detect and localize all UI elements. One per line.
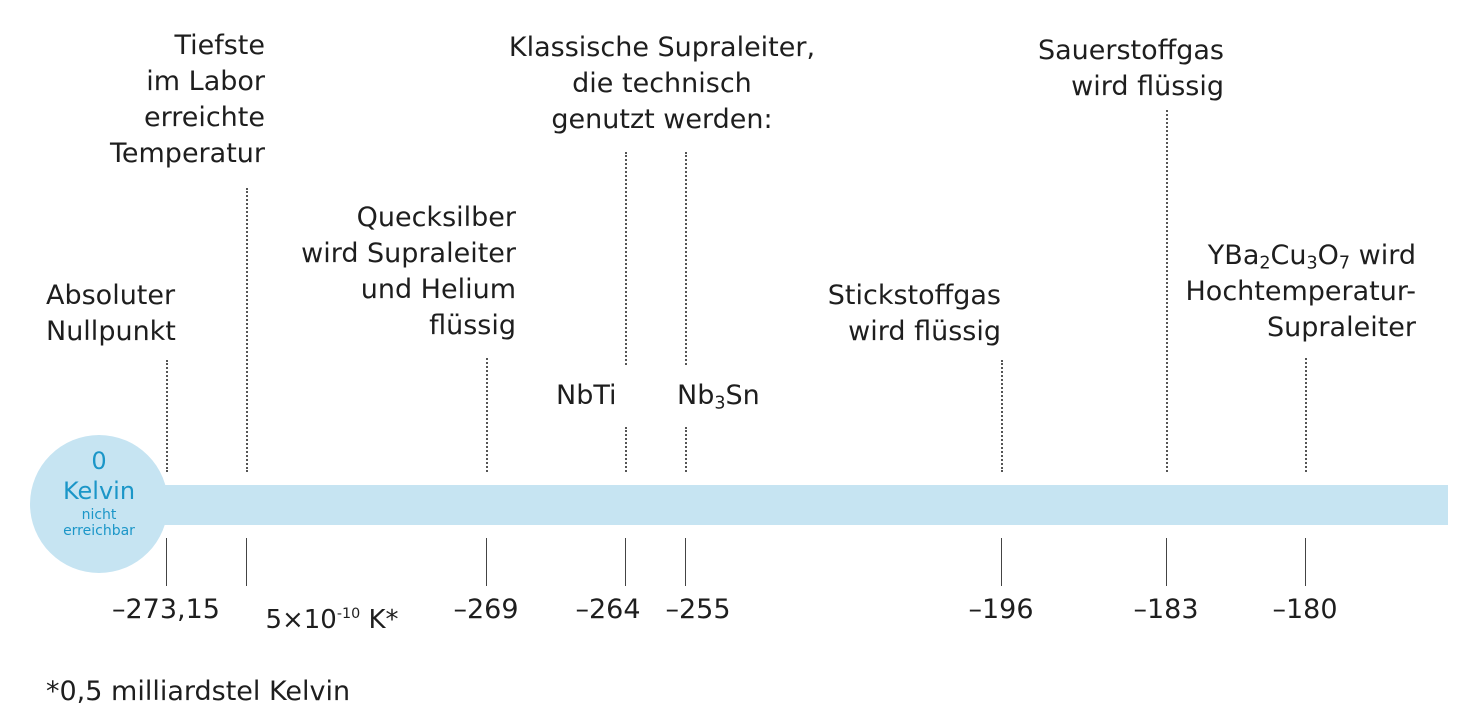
- dotline-nb3sn-bottom: [685, 427, 687, 472]
- dotline-lowest-lab: [246, 188, 248, 472]
- circle-not-line2: erreichbar: [63, 523, 135, 539]
- temperature-bar: [150, 485, 1448, 525]
- value-nitrogen: –196: [968, 594, 1034, 625]
- tick-ybco: [1305, 538, 1306, 586]
- value-nbti: –264: [575, 594, 641, 625]
- dotline-nbti-bottom: [625, 427, 627, 472]
- dotline-nbti-top: [625, 152, 627, 365]
- label-classic-superconductors: Klassische Supraleiter, die technisch ge…: [508, 32, 816, 135]
- tick-nitrogen: [1001, 538, 1002, 586]
- circle-zero: 0: [91, 447, 107, 475]
- dotline-nb3sn-top: [685, 152, 687, 365]
- label-nbti: NbTi: [556, 380, 617, 411]
- label-nitrogen: Stickstoffgas wird flüssig: [827, 280, 1001, 347]
- tick-oxygen: [1166, 538, 1167, 586]
- value-nb3sn: –255: [665, 594, 731, 625]
- dotline-ybco: [1305, 358, 1307, 472]
- label-nb3sn: Nb3Sn: [677, 380, 760, 414]
- value-mercury: –269: [453, 594, 519, 625]
- dotline-mercury: [486, 358, 488, 472]
- label-mercury: Quecksilber wird Supraleiter und Helium …: [301, 202, 516, 341]
- label-oxygen: Sauerstoffgas wird flüssig: [1037, 35, 1224, 102]
- absolute-zero-circle: 0 Kelvin nicht erreichbar: [30, 435, 168, 573]
- label-ybco: YBa2Cu3O7 wird Hochtemperatur- Supraleit…: [1185, 240, 1417, 343]
- value-oxygen: –183: [1133, 594, 1199, 625]
- value-absolute-zero: –273,15: [112, 594, 220, 625]
- tick-mercury: [486, 538, 487, 586]
- tick-nb3sn: [685, 538, 686, 586]
- label-absolute-zero: Absoluter Nullpunkt: [46, 280, 176, 347]
- value-lowest-lab: 5×10-10 K*: [265, 605, 399, 635]
- tick-nbti: [625, 538, 626, 586]
- tick-lowest-lab: [246, 538, 247, 586]
- label-lowest-lab: Tiefste im Labor erreichte Temperatur: [109, 30, 265, 169]
- value-ybco: –180: [1272, 594, 1338, 625]
- circle-kelvin: Kelvin: [62, 477, 136, 505]
- dotline-absolute-zero: [166, 360, 168, 472]
- tick-absolute-zero: [166, 538, 167, 586]
- circle-not-line1: nicht: [81, 507, 117, 523]
- dotline-nitrogen: [1001, 360, 1003, 472]
- dotline-oxygen: [1166, 110, 1168, 472]
- footnote: *0,5 milliardstel Kelvin: [46, 676, 351, 707]
